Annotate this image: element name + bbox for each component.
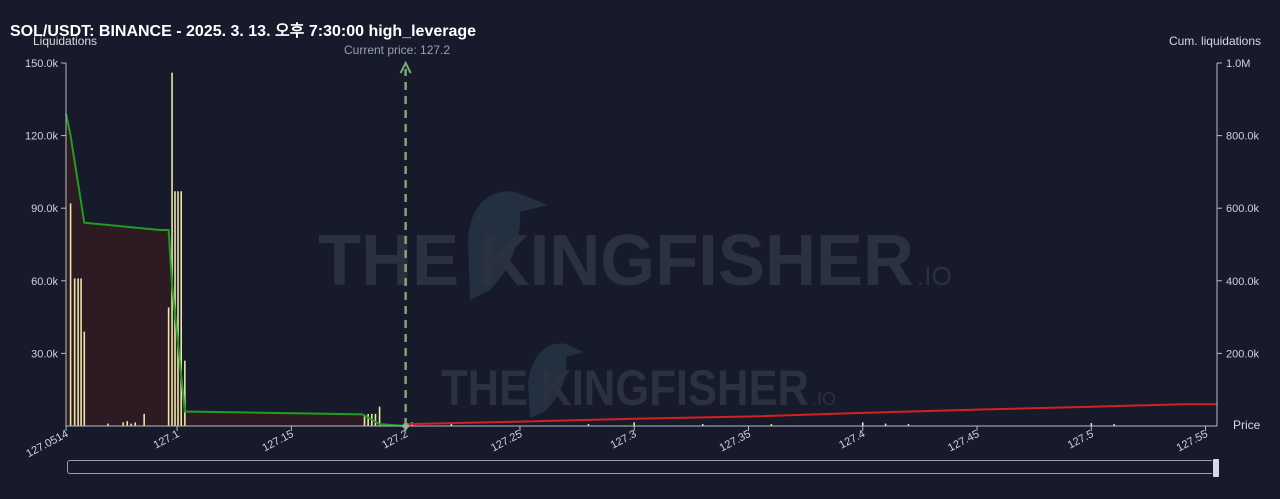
watermark-brand-small: THE KINGFISHER — [441, 360, 809, 416]
liquidation-bar — [122, 422, 124, 426]
liquidation-bar — [77, 278, 79, 426]
liquidation-bar — [367, 413, 369, 426]
liquidation-bar — [167, 307, 170, 426]
liquidation-bar — [171, 72, 173, 427]
liquidation-bar — [1113, 424, 1115, 426]
liquidation-bar — [73, 278, 76, 426]
liquidation-bar — [378, 406, 381, 426]
liquidation-bar — [770, 424, 773, 426]
liquidation-bar — [701, 424, 704, 426]
cum-long-area — [66, 113, 406, 426]
x-tick-label: 127.4 — [837, 428, 867, 452]
watermark-suffix-small: .IO — [812, 389, 836, 409]
watermark-brand: THE KINGFISHER — [318, 221, 914, 301]
liquidation-bar — [126, 421, 129, 426]
x-tick-label: 127.45 — [946, 428, 981, 454]
liquidation-bar — [69, 203, 72, 426]
cum-long-line — [65, 113, 406, 427]
kingfisher-logo-icon — [468, 191, 548, 300]
liquidation-bar — [363, 416, 366, 426]
y2-tick-label: 1.0M — [1226, 58, 1250, 70]
range-scrollbar[interactable] — [67, 458, 1220, 478]
liquidation-bar — [374, 413, 377, 426]
x-tick-label: 127.25 — [489, 428, 524, 454]
x-axis-title: Price — [1233, 418, 1261, 432]
y2-tick-label: 800.0k — [1226, 131, 1260, 143]
liquidation-bar — [184, 360, 186, 426]
liquidation-bar — [450, 423, 453, 426]
liquidation-bar — [180, 191, 182, 426]
liquidation-bar — [861, 422, 864, 426]
x-tick-label: 127.0514 — [24, 428, 70, 460]
y-tick-label: 30.0k — [31, 348, 58, 360]
y2-tick-label: 400.0k — [1226, 276, 1260, 288]
liquidation-bar — [907, 424, 910, 426]
cum-short-line — [405, 403, 1217, 426]
y2-tick-label: 600.0k — [1226, 203, 1260, 215]
liquidation-bar — [83, 331, 86, 426]
x-tick-label: 127.15 — [260, 428, 295, 454]
liquidation-bar — [587, 424, 590, 426]
watermark: THE KINGFISHER .IO THE KINGFISHER .IO — [318, 191, 952, 418]
y-axis-title: Liquidations — [33, 34, 98, 48]
x-tick-label: 127.55 — [1175, 428, 1210, 454]
watermark-suffix: .IO — [917, 261, 952, 291]
y2-tick-label: 200.0k — [1226, 348, 1260, 360]
y2-axis-title: Cum. liquidations — [1168, 34, 1261, 48]
liquidation-bar — [130, 423, 132, 426]
y-tick-label: 120.0k — [25, 131, 59, 143]
liquidation-bar — [107, 423, 109, 426]
chart-title: SOL/USDT: BINANCE - 2025. 3. 13. 오후 7:30… — [10, 23, 477, 40]
liquidation-bar — [134, 422, 137, 426]
x-tick-label: 127.35 — [718, 428, 753, 454]
x-tick-label: 127.2 — [380, 428, 410, 452]
scrollbar-handle[interactable] — [1212, 458, 1220, 478]
y-tick-label: 90.0k — [31, 203, 58, 215]
x-tick-label: 127.5 — [1066, 428, 1096, 452]
liquidation-bar — [80, 278, 82, 426]
liquidation-bar — [143, 413, 145, 426]
current-price-label: Current price: 127.2 — [344, 43, 451, 57]
liquidation-bar — [633, 422, 635, 426]
y-tick-label: 150.0k — [25, 58, 59, 70]
liquidation-bar — [177, 191, 179, 426]
liquidation-bar — [1090, 423, 1093, 426]
y-tick-label: 60.0k — [31, 276, 58, 288]
liquidation-bar — [884, 423, 887, 426]
kingfisher-logo-small-icon — [528, 343, 584, 418]
x-tick-label: 127.3 — [609, 428, 639, 452]
x-tick-label: 127.1 — [152, 428, 182, 452]
current-price-arrow-icon — [399, 60, 412, 74]
